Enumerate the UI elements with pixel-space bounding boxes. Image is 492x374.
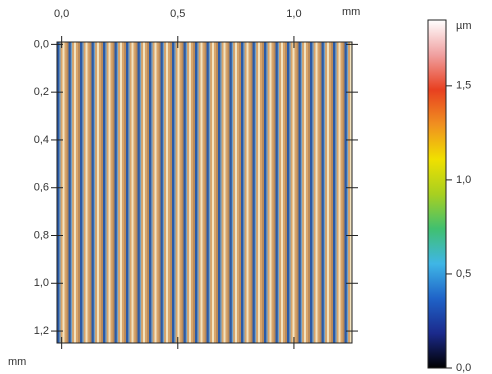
y-tick-label: 0,6	[34, 182, 49, 194]
y-tick-label: 0,8	[34, 229, 49, 241]
colorbar-tick-label: 1,5	[456, 80, 471, 92]
chart: mm mm µm 0,0 0,5 1,0 0,0 0,2 0,4 0,6 0,8 1,0 1,2 0…	[0, 0, 492, 374]
colorbar-unit: µm	[456, 20, 472, 32]
x-unit: mm	[342, 6, 360, 18]
colorbar	[428, 20, 446, 368]
x-tick-label: 0,0	[54, 8, 69, 20]
colorbar-tick-label: 0,5	[456, 268, 471, 280]
surface-image	[57, 42, 352, 343]
colorbar-tick-label: 0,0	[456, 362, 471, 374]
y-tick-label: 1,2	[34, 325, 49, 337]
colorbar-tick-label: 1,0	[456, 174, 471, 186]
x-tick-label: 0,5	[170, 8, 185, 20]
y-tick-label: 1,0	[34, 277, 49, 289]
y-tick-label: 0,2	[34, 86, 49, 98]
y-tick-label: 0,4	[34, 134, 49, 146]
y-unit: mm	[8, 356, 26, 368]
y-tick-label: 0,0	[34, 38, 49, 50]
x-tick-label: 1,0	[286, 8, 301, 20]
